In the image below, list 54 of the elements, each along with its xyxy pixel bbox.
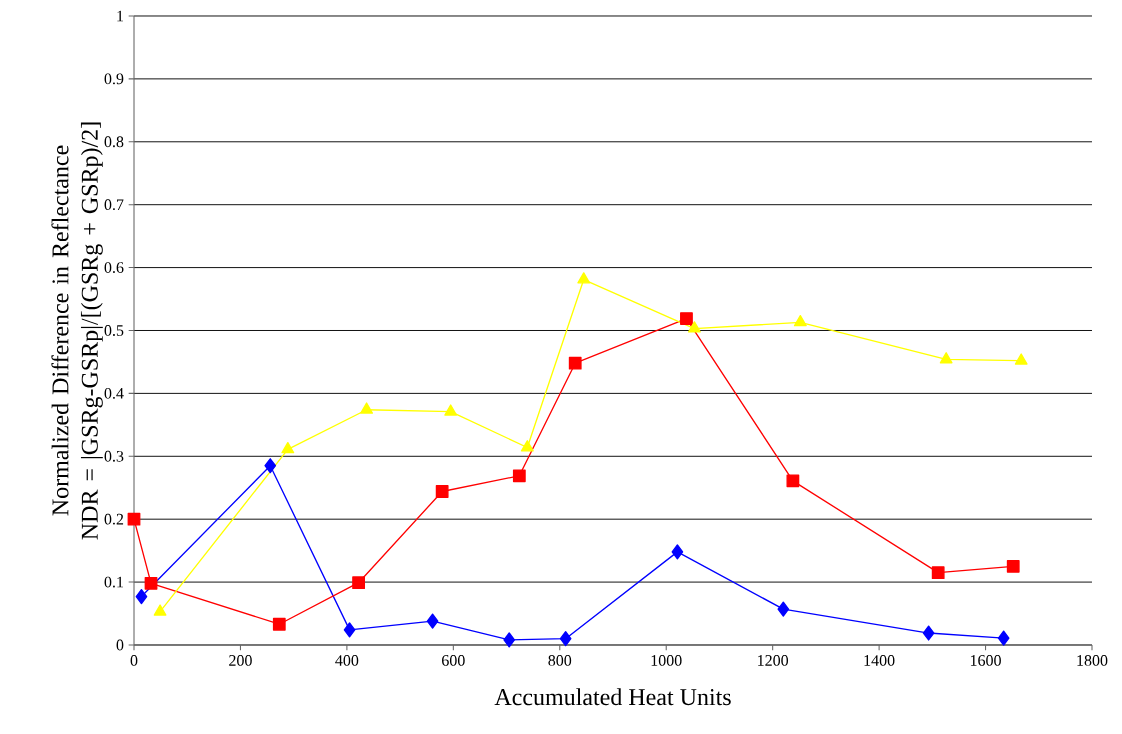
x-tick-label: 0: [130, 655, 138, 666]
point: [435, 485, 449, 498]
point: [272, 617, 286, 631]
x-tick-label: 200: [229, 655, 252, 666]
y-tick-label: 0.6: [104, 262, 124, 274]
point: [144, 576, 158, 590]
x-tick-label: 800: [548, 655, 572, 666]
point: [520, 440, 534, 452]
x-tick-label: 400: [335, 655, 359, 666]
point: [777, 601, 790, 617]
point: [135, 588, 148, 605]
point: [503, 632, 516, 648]
y-tick-label: 0.7: [104, 199, 124, 211]
x-axis-title: Accumulated Heat Units: [494, 688, 731, 706]
y-tick-label: 0.4: [104, 387, 124, 399]
x-tick-label: 600: [442, 655, 465, 666]
point: [793, 314, 807, 327]
y-tick-label: 0.3: [104, 450, 124, 462]
x-tick-label: 1400: [864, 655, 895, 666]
y-tick-label: 0.2: [104, 513, 124, 525]
x-tick-label: 1600: [970, 655, 1001, 666]
point: [444, 404, 458, 416]
point: [786, 474, 800, 488]
point: [997, 630, 1010, 646]
point: [1006, 559, 1020, 573]
point: [577, 272, 591, 284]
point: [931, 566, 945, 580]
y-tick-label: 0.9: [104, 73, 124, 85]
point: [559, 631, 572, 647]
point: [153, 604, 167, 616]
point: [687, 321, 701, 333]
point: [1014, 353, 1028, 365]
point: [127, 512, 141, 526]
y-tick-label: 0: [116, 639, 124, 651]
point: [922, 625, 935, 641]
y-tick-label: 0.1: [104, 576, 124, 588]
point: [426, 613, 439, 629]
point: [352, 576, 366, 590]
point: [671, 544, 684, 560]
y-tick-label: 1: [117, 10, 124, 22]
point: [360, 402, 374, 414]
y-tick-label: 0.8: [104, 136, 124, 148]
x-tick-label: 1200: [758, 655, 789, 666]
x-tick-label: 1000: [651, 655, 682, 666]
point: [343, 622, 356, 638]
point: [568, 356, 582, 370]
point: [281, 442, 295, 454]
y-axis-title: Normalized Difference in Reflectance NDR = |GSRg-GSRp|/[(GSRg + GSRp)/2]: [51, 122, 103, 540]
point: [264, 458, 277, 474]
x-tick-label: 1800: [1077, 655, 1108, 666]
point: [939, 352, 953, 364]
point: [512, 469, 526, 483]
point: [680, 312, 693, 325]
y-tick-label: 0.5: [104, 325, 124, 336]
